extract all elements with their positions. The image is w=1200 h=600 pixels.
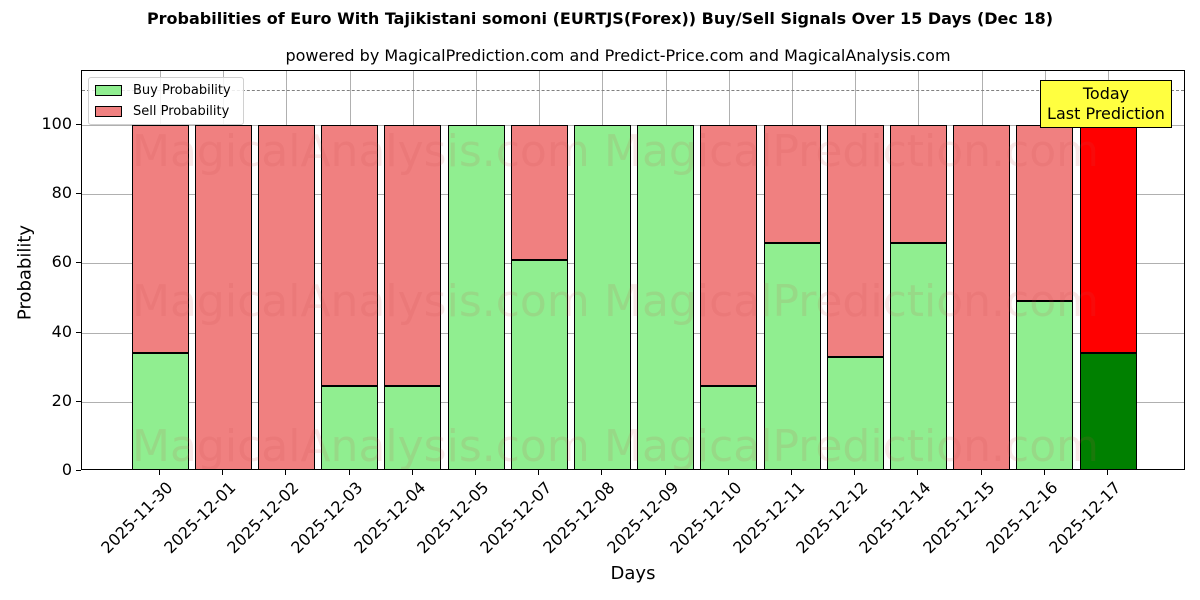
y-axis-title: Probability bbox=[14, 224, 36, 321]
x-tick-mark bbox=[727, 470, 729, 475]
sell-bar bbox=[826, 124, 884, 357]
sell-bar bbox=[131, 124, 189, 354]
sell-bar bbox=[194, 124, 252, 469]
legend-buy-label: Buy Probability bbox=[133, 82, 231, 98]
y-tick-mark bbox=[76, 123, 81, 125]
x-tick-mark bbox=[664, 470, 666, 475]
y-tick-mark bbox=[76, 193, 81, 195]
y-tick-mark bbox=[76, 331, 81, 333]
buy-bar bbox=[510, 259, 568, 469]
y-tick-mark bbox=[76, 470, 81, 471]
gridline-h bbox=[82, 332, 1184, 334]
x-tick-mark bbox=[854, 470, 856, 475]
buy-bar bbox=[131, 353, 189, 469]
legend-item-buy: Buy Probability bbox=[95, 82, 231, 98]
sell-swatch-icon bbox=[95, 105, 122, 117]
buy-swatch-icon bbox=[95, 84, 122, 96]
buy-bar bbox=[826, 356, 884, 469]
sell-bar bbox=[384, 124, 442, 387]
legend: Buy Probability Sell Probability bbox=[88, 77, 244, 125]
buy-bar bbox=[447, 124, 505, 469]
buy-bar bbox=[321, 386, 379, 469]
gridline-h bbox=[82, 401, 1184, 403]
sell-bar bbox=[700, 124, 758, 387]
y-tick-label: 100 bbox=[41, 113, 72, 133]
legend-item-sell: Sell Probability bbox=[95, 103, 229, 119]
y-tick-label: 80 bbox=[51, 183, 72, 203]
x-tick-mark bbox=[917, 470, 919, 475]
buy-bar bbox=[700, 386, 758, 469]
buy-bar bbox=[1079, 353, 1137, 469]
x-axis-title: Days bbox=[610, 563, 656, 584]
y-tick-mark bbox=[76, 262, 81, 264]
y-tick-mark bbox=[76, 400, 81, 402]
y-tick-label: 20 bbox=[51, 390, 72, 410]
sell-bar bbox=[889, 124, 947, 243]
gridline-h bbox=[82, 194, 1184, 196]
buy-bar bbox=[889, 242, 947, 469]
buy-bar bbox=[573, 124, 631, 469]
gridline-h bbox=[82, 263, 1184, 265]
x-tick-mark bbox=[1043, 470, 1045, 475]
sell-bar bbox=[953, 124, 1011, 469]
gridline-h bbox=[82, 124, 1184, 126]
annotation-line-1: Today bbox=[1082, 84, 1130, 103]
x-tick-mark bbox=[285, 470, 287, 475]
annotation-line-2: Last Prediction bbox=[1047, 104, 1165, 123]
sell-bar bbox=[321, 124, 379, 387]
chart-subtitle: powered by MagicalPrediction.com and Pre… bbox=[285, 46, 951, 65]
plot-area: MagicalAnalysis.comMagicalPrediction.com… bbox=[81, 70, 1185, 470]
y-tick-label: 60 bbox=[51, 252, 72, 272]
legend-sell-label: Sell Probability bbox=[133, 103, 230, 119]
sell-bar bbox=[1016, 124, 1074, 302]
x-tick-mark bbox=[411, 470, 413, 475]
buy-bar bbox=[384, 386, 442, 469]
x-tick-mark bbox=[348, 470, 350, 475]
sell-bar bbox=[257, 124, 315, 469]
threshold-line bbox=[82, 90, 1184, 92]
x-tick-mark bbox=[980, 470, 982, 475]
y-tick-label: 0 bbox=[61, 460, 72, 479]
sell-bar bbox=[510, 124, 568, 260]
x-tick-mark bbox=[475, 470, 476, 475]
sell-bar bbox=[763, 124, 821, 243]
today-annotation: Today Last Prediction bbox=[1040, 80, 1172, 128]
buy-bar bbox=[763, 242, 821, 469]
x-tick-mark bbox=[222, 470, 224, 475]
sell-bar bbox=[1079, 124, 1137, 354]
chart-title: Probabilities of Euro With Tajikistani s… bbox=[146, 9, 1054, 28]
x-tick-mark bbox=[791, 470, 792, 475]
x-tick-mark bbox=[1107, 470, 1108, 475]
buy-bar bbox=[1016, 301, 1074, 469]
x-tick-mark bbox=[159, 470, 160, 475]
y-tick-label: 40 bbox=[51, 321, 72, 341]
x-tick-mark bbox=[601, 470, 603, 475]
buy-bar bbox=[637, 124, 695, 469]
x-tick-mark bbox=[538, 470, 540, 475]
